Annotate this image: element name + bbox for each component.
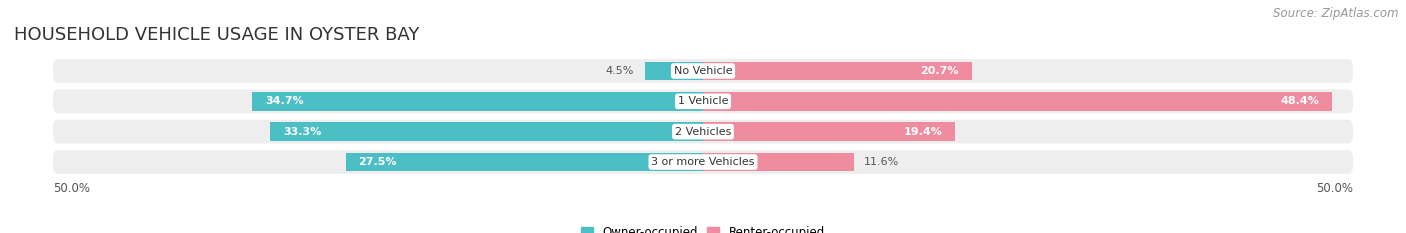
- Text: 27.5%: 27.5%: [359, 157, 396, 167]
- Bar: [252, 92, 703, 111]
- FancyBboxPatch shape: [53, 59, 1353, 83]
- Text: 48.4%: 48.4%: [1281, 96, 1319, 106]
- Bar: [703, 92, 1331, 111]
- Bar: [644, 62, 703, 80]
- Text: 2 Vehicles: 2 Vehicles: [675, 127, 731, 137]
- Text: No Vehicle: No Vehicle: [673, 66, 733, 76]
- Text: 34.7%: 34.7%: [264, 96, 304, 106]
- FancyBboxPatch shape: [53, 150, 1353, 174]
- Text: 50.0%: 50.0%: [1316, 182, 1353, 195]
- FancyBboxPatch shape: [53, 120, 1353, 144]
- Text: 19.4%: 19.4%: [903, 127, 942, 137]
- Bar: [703, 153, 853, 171]
- Text: 33.3%: 33.3%: [283, 127, 322, 137]
- FancyBboxPatch shape: [53, 89, 1353, 113]
- Legend: Owner-occupied, Renter-occupied: Owner-occupied, Renter-occupied: [576, 221, 830, 233]
- Bar: [703, 62, 972, 80]
- Text: 4.5%: 4.5%: [606, 66, 634, 76]
- Text: Source: ZipAtlas.com: Source: ZipAtlas.com: [1274, 7, 1399, 20]
- Text: HOUSEHOLD VEHICLE USAGE IN OYSTER BAY: HOUSEHOLD VEHICLE USAGE IN OYSTER BAY: [14, 26, 419, 44]
- Text: 1 Vehicle: 1 Vehicle: [678, 96, 728, 106]
- Text: 50.0%: 50.0%: [53, 182, 90, 195]
- Bar: [270, 122, 703, 141]
- Text: 11.6%: 11.6%: [865, 157, 900, 167]
- Bar: [346, 153, 703, 171]
- Text: 3 or more Vehicles: 3 or more Vehicles: [651, 157, 755, 167]
- Bar: [703, 122, 955, 141]
- Text: 20.7%: 20.7%: [921, 66, 959, 76]
